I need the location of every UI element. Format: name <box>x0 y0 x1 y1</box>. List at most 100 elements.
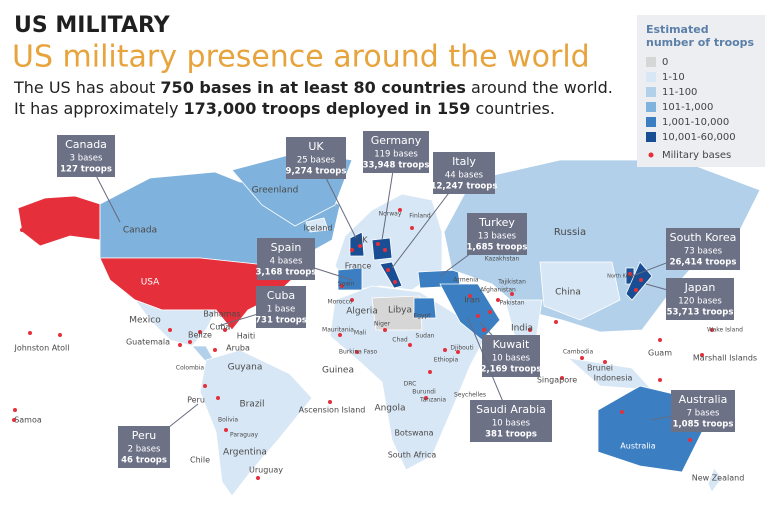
base-dot <box>224 428 228 432</box>
callout-bases: 2 bases <box>128 445 161 455</box>
map-label: North Korea <box>607 274 637 280</box>
callout-bases: 7 bases <box>687 409 720 419</box>
callout-troops: 2,169 troops <box>481 365 542 375</box>
map-label: Marshall Islands <box>693 354 757 363</box>
map-label: Cambodia <box>563 349 594 356</box>
map-label: Brazil <box>239 400 264 410</box>
map-label: Peru <box>187 396 205 405</box>
legend-title: Estimated <box>646 23 709 36</box>
map-label: Afghanistan <box>480 287 516 294</box>
map-label: Angola <box>374 404 405 414</box>
base-dot <box>482 328 486 332</box>
map-label: Niger <box>374 321 391 328</box>
legend-swatch <box>646 87 656 97</box>
description-segment: The US has about <box>13 78 160 97</box>
map-label: Morocco <box>327 299 352 306</box>
map-label: Argentina <box>223 448 267 458</box>
map-label: Uruguay <box>249 466 283 475</box>
kicker: US MILITARY <box>14 13 171 38</box>
map-label: Mali <box>354 330 367 337</box>
base-dot <box>639 278 643 282</box>
map-label: Guinea <box>322 366 354 376</box>
description-line: It has approximately 173,000 troops depl… <box>14 99 555 118</box>
callout-troops: 33,948 troops <box>363 161 430 171</box>
callout-name: Spain <box>271 241 302 254</box>
map-label: Iran <box>464 296 480 305</box>
callout-name: Germany <box>371 134 422 147</box>
base-dot <box>58 333 62 337</box>
legend-swatch <box>646 117 656 127</box>
base-dot <box>476 314 480 318</box>
callout-bases: 44 bases <box>445 171 484 181</box>
map-label: Libya <box>388 306 412 316</box>
callout-bases: 1 base <box>267 305 295 315</box>
base-dot <box>198 330 202 334</box>
map-label: Bahamas <box>203 310 240 319</box>
description-segment: countries. <box>470 99 555 118</box>
callout-troops: 12,247 troops <box>431 182 498 192</box>
callout-name: Italy <box>452 155 476 168</box>
callout-box <box>482 335 540 377</box>
description-segment: 173,000 troops deployed in 159 <box>184 99 471 118</box>
base-dot <box>658 378 662 382</box>
map-label: Chile <box>190 456 210 465</box>
map-label: South Africa <box>388 451 437 460</box>
base-dot <box>456 350 460 354</box>
legend-label: 11-100 <box>662 87 697 98</box>
callout-name: Japan <box>684 281 716 294</box>
map-label: Brunei <box>587 364 613 373</box>
map-label: Botswana <box>394 429 433 438</box>
map-label: Guatemala <box>126 338 170 347</box>
callout-troops: 53,713 troops <box>667 308 734 318</box>
map-label: Bolivia <box>218 417 238 424</box>
base-dot <box>386 268 390 272</box>
map-label: Belize <box>188 331 212 340</box>
base-dot <box>560 376 564 380</box>
legend-swatch <box>646 132 656 142</box>
map-label: Indonesia <box>594 374 633 383</box>
base-dot <box>216 396 220 400</box>
map-label: DRC <box>404 381 417 388</box>
map-label: Armenia <box>453 277 478 284</box>
description-segment: around the world. <box>466 78 613 97</box>
china <box>539 261 621 321</box>
map-label: France <box>345 262 372 271</box>
callout-name: Cuba <box>267 289 295 302</box>
japan <box>625 261 653 301</box>
legend-swatch <box>646 72 656 82</box>
germany <box>371 237 393 261</box>
callout-troops: 26,414 troops <box>670 258 737 268</box>
base-dot <box>350 298 354 302</box>
south-america <box>199 349 313 497</box>
map-label: Finland <box>409 213 431 220</box>
callout-box <box>57 135 115 177</box>
callout-bases: 73 bases <box>684 247 723 257</box>
callout-bases: 13 bases <box>478 232 517 242</box>
base-dot <box>528 328 532 332</box>
callout-troops: 731 troops <box>255 316 307 326</box>
map-label: Guyana <box>228 363 263 373</box>
base-dot <box>12 418 16 422</box>
map-label: Johnston Atoll <box>13 344 69 353</box>
callout-box <box>118 426 170 468</box>
map-label: Cuba <box>210 323 231 332</box>
callout-box <box>666 278 734 320</box>
base-dot <box>355 350 359 354</box>
world-map <box>17 151 761 497</box>
map-label: Seychelles <box>454 392 486 399</box>
base-dot <box>393 280 397 284</box>
base-dot <box>203 384 207 388</box>
base-dot <box>350 248 354 252</box>
callout-box <box>257 238 315 280</box>
legend-swatch <box>646 57 656 67</box>
base-dot <box>410 226 414 230</box>
base-dot <box>408 343 412 347</box>
description-segment: 750 bases in at least 80 countries <box>160 78 466 97</box>
base-dot <box>188 340 192 344</box>
map-label: Aruba <box>226 344 250 353</box>
title: US military presence around the world <box>12 40 590 75</box>
